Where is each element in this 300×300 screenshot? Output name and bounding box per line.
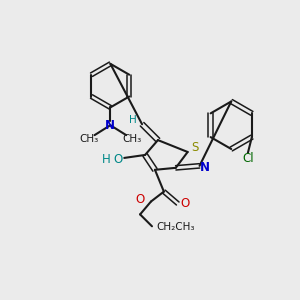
Text: S: S <box>191 140 198 154</box>
Text: N: N <box>200 161 209 174</box>
Text: CH₃: CH₃ <box>122 134 142 144</box>
Text: H: H <box>129 115 137 125</box>
Text: O: O <box>136 193 145 206</box>
Text: N: N <box>105 119 116 132</box>
Text: H: H <box>102 153 110 167</box>
Text: CH₃: CH₃ <box>79 134 98 144</box>
Text: O: O <box>114 153 123 167</box>
Text: CH₂CH₃: CH₂CH₃ <box>156 222 194 232</box>
Text: Cl: Cl <box>242 152 254 165</box>
Text: O: O <box>180 197 189 210</box>
